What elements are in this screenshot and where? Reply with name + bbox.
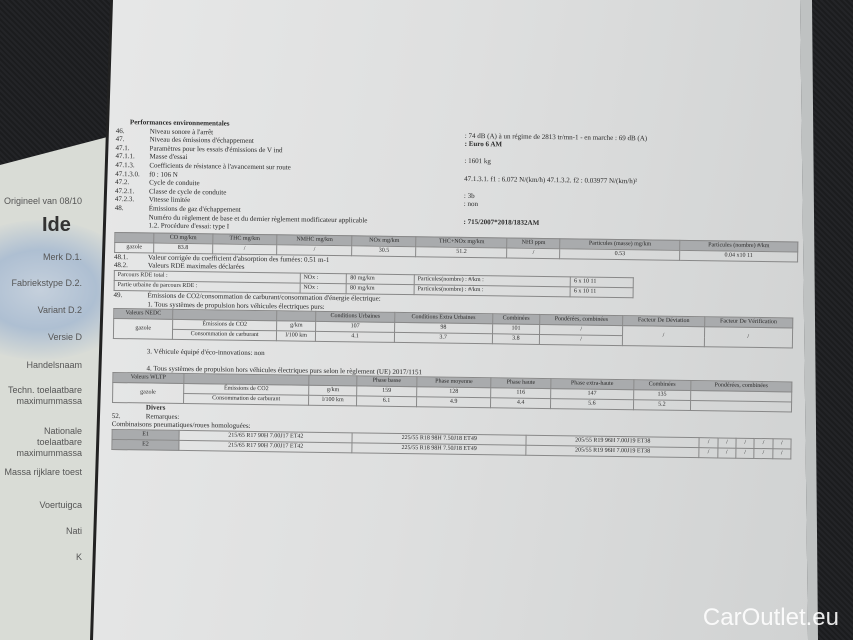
- eco-innovations: 3. Véhicule équipé d'éco-innovations: no…: [146, 347, 265, 358]
- table-cell: /: [699, 447, 718, 458]
- doc-title: Ide: [42, 214, 71, 236]
- table-cell: NOx :: [299, 282, 347, 294]
- table-cell: l/100 km: [276, 330, 316, 342]
- item-value: : 3b: [463, 191, 475, 200]
- table-cell: 51.2: [416, 246, 507, 258]
- table-cell: /: [772, 438, 792, 450]
- table-cell: 4.4: [490, 398, 551, 409]
- label: Versie D: [47, 332, 82, 342]
- column-header: [276, 310, 317, 322]
- item-value: : 1601 kg: [464, 157, 491, 166]
- item-value: : non: [463, 200, 479, 209]
- table-cell: Consommation de carburant: [172, 329, 277, 341]
- table-cell: 5.6: [550, 398, 634, 411]
- document-content: Performances environnementales 46. Niveau…: [111, 118, 800, 460]
- label: Massa rijklare toest: [4, 467, 82, 477]
- table-cell: gazole: [114, 242, 154, 253]
- table-cell: /: [754, 448, 773, 459]
- item-number: 48.2.: [113, 261, 128, 270]
- column-header: Combinées: [492, 313, 540, 325]
- table-cell: 4.9: [416, 397, 491, 409]
- table-cell: /: [735, 448, 755, 459]
- table-cell: /: [772, 448, 791, 460]
- label: Nati: [65, 526, 82, 536]
- table-cell: 83.8: [153, 242, 213, 254]
- label: Variant D.2: [37, 305, 82, 315]
- table-cell: 4.1: [315, 331, 395, 343]
- table-cell: 30.5: [351, 245, 417, 257]
- table-cell: 6 x 10 11: [570, 286, 634, 298]
- axle-cell: E2: [111, 439, 180, 451]
- table-cell: l/100 km: [308, 395, 357, 407]
- item-number: 49.: [113, 290, 123, 300]
- table-cell: g/km: [276, 320, 317, 332]
- table-cell: 101: [492, 323, 540, 335]
- table-cell: /: [754, 438, 773, 449]
- item-value: : 715/2007*2018/1832AM: [463, 217, 540, 227]
- label: Merk D.1.: [42, 252, 82, 262]
- table-cell: /: [717, 437, 737, 449]
- table-cell: 225/55 R18 98H 7.50J18 ET49: [352, 442, 526, 456]
- item-value: : Euro 6 AM: [464, 140, 503, 149]
- table-cell: /: [735, 438, 755, 449]
- table-cell: /: [699, 437, 718, 448]
- table-cell: 215/65 R17 90H 7.00J17 ET42: [178, 440, 353, 453]
- label: Voertuigca: [39, 500, 82, 510]
- table-cell: 80 mg/km: [346, 283, 415, 295]
- deviation-cell: /: [622, 325, 705, 347]
- label: Nationale toelaatbare maximummassa: [16, 426, 82, 458]
- table-cell: /: [506, 247, 561, 259]
- column-header: [309, 375, 358, 387]
- table-cell: /: [276, 244, 353, 256]
- security-pattern: [0, 220, 115, 360]
- table-cell: /: [539, 334, 623, 346]
- table-cell: [690, 400, 792, 413]
- label: K: [75, 552, 82, 562]
- item-label: Valeurs RDE maximales déclarées: [147, 261, 245, 272]
- fuel-cell: gazole: [112, 382, 184, 404]
- label: Handelsnaam: [26, 360, 82, 370]
- verification-cell: /: [703, 326, 793, 349]
- caroutlet-watermark: CarOutlet.eu: [702, 604, 839, 631]
- table-cell: NOx :: [299, 272, 347, 284]
- items-list: 46. Niveau sonore à l'arrêt: 74 dB (A) à …: [114, 127, 799, 240]
- table-cell: 3.7: [394, 332, 493, 344]
- table-cell: g/km: [309, 385, 357, 397]
- table-cell: 5.2: [633, 400, 691, 411]
- fuel-cell: gazole: [113, 318, 173, 340]
- table-cell: 205/55 R19 96H 7.00J19 ET38: [525, 445, 700, 458]
- table-cell: /: [212, 243, 277, 255]
- table-cell: 3.8: [492, 333, 540, 345]
- doc-header: Origineel van 08/10: [4, 196, 83, 206]
- table-cell: 6.1: [356, 396, 417, 408]
- table-cell: /: [717, 447, 736, 459]
- label: Techn. toelaatbare maximummassa: [7, 385, 82, 406]
- column-header: [114, 232, 154, 243]
- item-number: [114, 221, 148, 230]
- label: Fabriekstype D.2.: [11, 278, 82, 288]
